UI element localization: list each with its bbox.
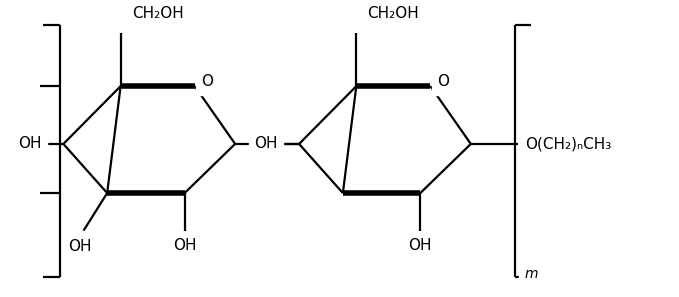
Text: CH₂OH: CH₂OH xyxy=(367,6,419,21)
Text: OH: OH xyxy=(173,238,196,253)
Text: m: m xyxy=(525,267,538,281)
Text: OH: OH xyxy=(409,238,432,253)
Text: OH: OH xyxy=(254,136,278,151)
Text: OH: OH xyxy=(69,239,92,254)
Text: O: O xyxy=(202,74,213,89)
Text: CH₂OH: CH₂OH xyxy=(132,6,183,21)
Text: O: O xyxy=(437,74,449,89)
Text: OH: OH xyxy=(18,136,42,151)
Text: O(CH₂)ₙCH₃: O(CH₂)ₙCH₃ xyxy=(525,136,611,151)
Text: O: O xyxy=(263,136,275,151)
